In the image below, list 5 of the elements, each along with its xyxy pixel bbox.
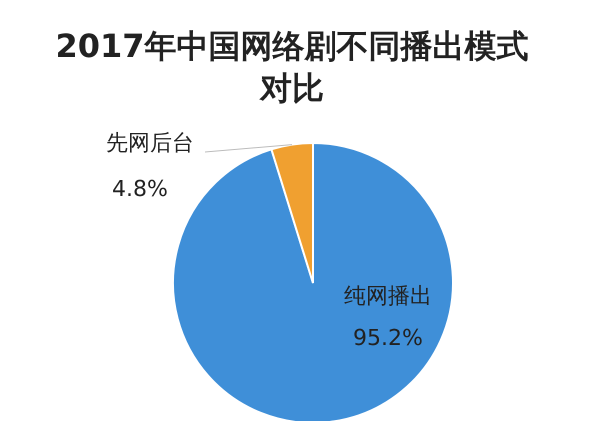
data-label: 4.8% [112, 177, 168, 202]
slice-label: 纯网播出 [344, 284, 432, 309]
chart-title: 2017年中国网络剧不同播出模式对比 [55, 27, 529, 107]
data-label: 95.2% [353, 326, 423, 351]
slice-label: 先网后台 [106, 131, 194, 156]
